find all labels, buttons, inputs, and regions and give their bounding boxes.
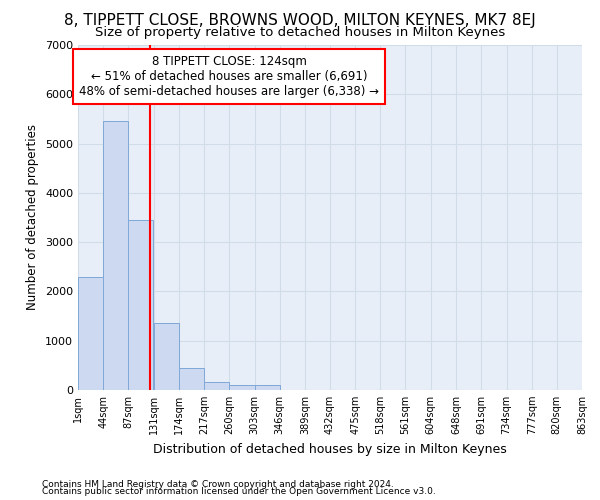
Bar — [179, 368, 204, 390]
Text: 8 TIPPETT CLOSE: 124sqm
← 51% of detached houses are smaller (6,691)
48% of semi: 8 TIPPETT CLOSE: 124sqm ← 51% of detache… — [79, 56, 379, 98]
Text: Size of property relative to detached houses in Milton Keynes: Size of property relative to detached ho… — [95, 26, 505, 39]
Bar — [103, 122, 128, 390]
Bar — [229, 385, 254, 390]
X-axis label: Distribution of detached houses by size in Milton Keynes: Distribution of detached houses by size … — [153, 442, 507, 456]
Y-axis label: Number of detached properties: Number of detached properties — [26, 124, 40, 310]
Bar — [78, 276, 103, 390]
Text: Contains public sector information licensed under the Open Government Licence v3: Contains public sector information licen… — [42, 487, 436, 496]
Text: 8, TIPPETT CLOSE, BROWNS WOOD, MILTON KEYNES, MK7 8EJ: 8, TIPPETT CLOSE, BROWNS WOOD, MILTON KE… — [64, 12, 536, 28]
Bar — [128, 220, 154, 390]
Bar — [204, 382, 229, 390]
Text: Contains HM Land Registry data © Crown copyright and database right 2024.: Contains HM Land Registry data © Crown c… — [42, 480, 394, 489]
Bar — [254, 385, 280, 390]
Bar — [154, 324, 179, 390]
